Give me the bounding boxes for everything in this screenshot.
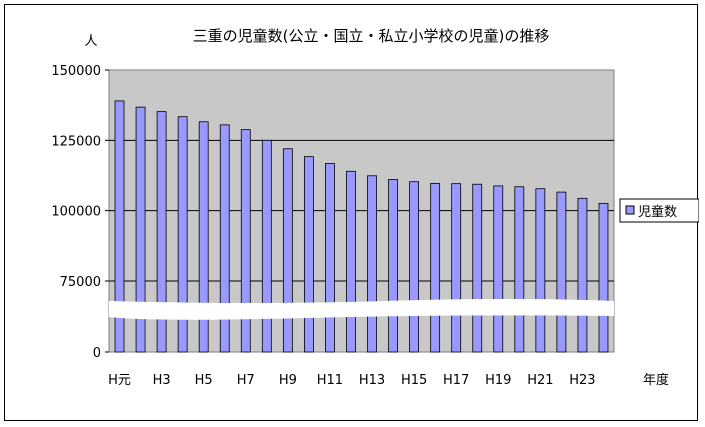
legend-box: [619, 198, 699, 223]
bar-H12: [346, 170, 356, 353]
axis-break-band: [109, 299, 614, 320]
x-axis-label: 年度: [643, 372, 669, 388]
x-tick-label: H元: [108, 373, 131, 388]
chart-title: 三重の児童数(公立・国立・私立小学校の児童)の推移: [193, 27, 550, 45]
bar-H9: [282, 148, 293, 353]
bar-H10: [303, 156, 314, 353]
bar-H16: [430, 182, 441, 353]
x-tick-label: H21: [527, 373, 553, 388]
x-tick-label: H7: [237, 373, 255, 388]
bar-H7: [240, 129, 251, 353]
bar-H17: [451, 183, 462, 353]
axis-break: [109, 299, 614, 320]
x-tick-label: H13: [359, 373, 385, 388]
y-axis-ticks: 0 75000 100000 125000 150000: [51, 64, 109, 361]
x-tick-label: H19: [485, 373, 511, 388]
x-axis-ticks: H元 H3 H5 H7 H9 H11 H13 H15 H17 H19 H21 H23: [108, 373, 595, 388]
bar-H22: [556, 191, 567, 353]
bar-H3: [156, 111, 167, 353]
bar-H元: [114, 100, 125, 353]
x-tick-label: H15: [401, 373, 427, 388]
bar-H20: [514, 186, 525, 353]
bar-H19: [493, 185, 504, 353]
chart-canvas: 三重の児童数(公立・国立・私立小学校の児童)の推移 人 年度 0 75000 100…: [51, 27, 699, 388]
chart-frame: 三重の児童数(公立・国立・私立小学校の児童)の推移 人 年度 0 75000 100…: [4, 4, 699, 421]
bar-H5: [198, 121, 209, 353]
legend-label: 児童数: [638, 204, 677, 220]
bar-H11: [325, 163, 335, 353]
bar-H21: [535, 188, 546, 353]
bar-H8: [261, 139, 272, 353]
x-tick-label: H5: [195, 373, 213, 388]
bar-H18: [472, 183, 483, 353]
y-tick-label: 0: [93, 346, 101, 361]
bars-series: [114, 100, 609, 353]
y-tick-label: 100000: [51, 205, 101, 220]
legend: 児童数: [619, 198, 699, 223]
x-tick-label: H11: [317, 373, 343, 388]
bar-H23: [577, 197, 588, 353]
bar-H14: [388, 179, 398, 353]
x-tick-label: H3: [153, 373, 171, 388]
bar-H6: [219, 124, 230, 353]
x-tick-label: H23: [569, 373, 595, 388]
y-tick-label: 125000: [51, 134, 101, 149]
legend-swatch: [625, 205, 635, 215]
bar-H4: [177, 116, 188, 353]
grid-lines: [109, 139, 614, 282]
y-tick-label: 150000: [51, 64, 101, 79]
bar-H24: [598, 202, 609, 353]
bar-H13: [367, 175, 377, 353]
x-tick-label: H17: [443, 373, 469, 388]
y-axis-label: 人: [84, 34, 97, 49]
bar-H15: [409, 181, 420, 353]
y-tick-label: 75000: [60, 275, 101, 290]
x-tick-label: H9: [279, 373, 297, 388]
bar-H2: [135, 106, 146, 353]
